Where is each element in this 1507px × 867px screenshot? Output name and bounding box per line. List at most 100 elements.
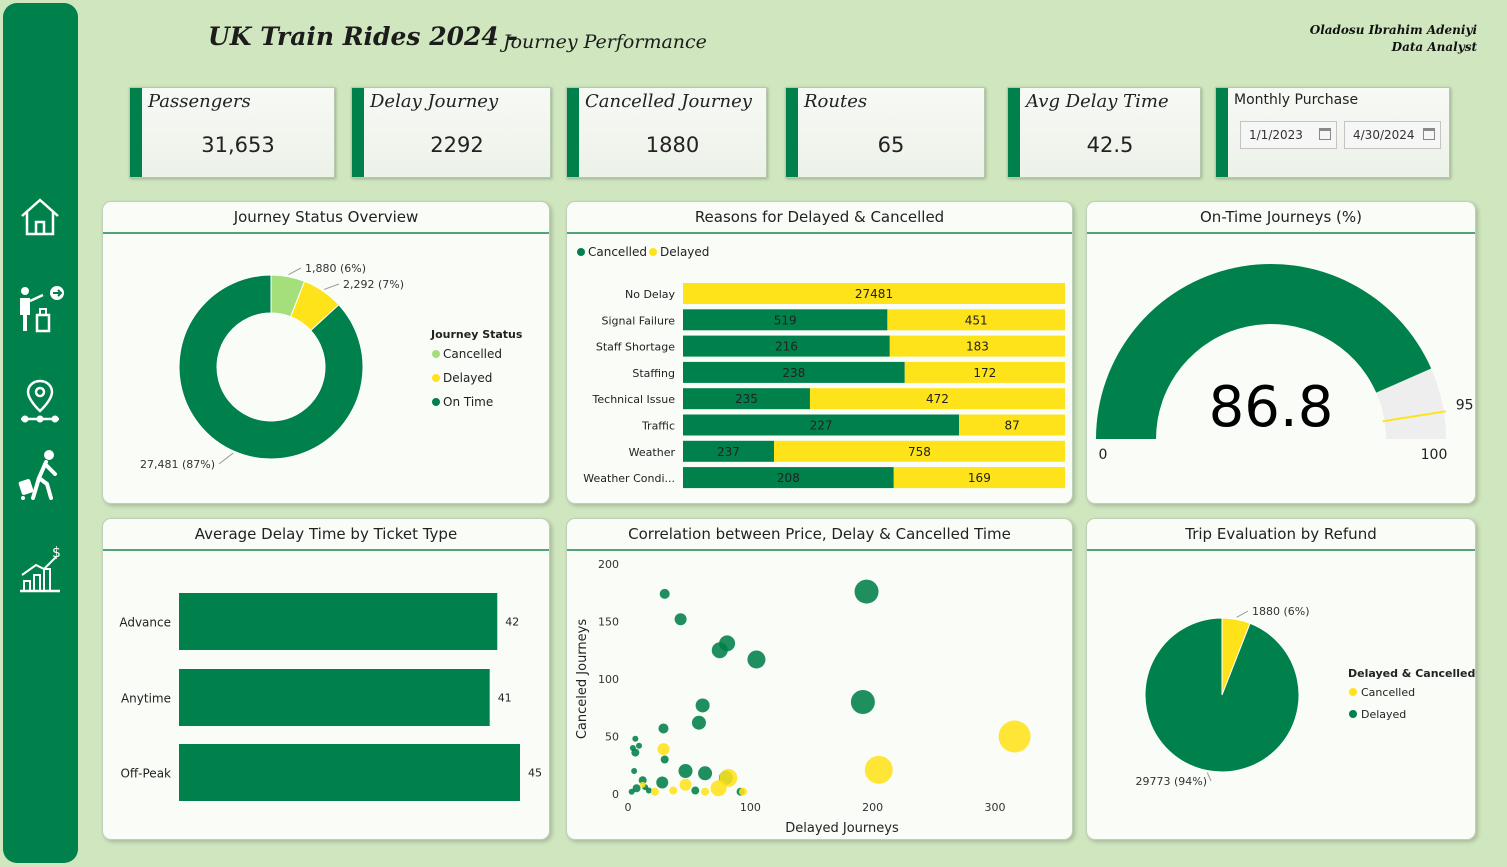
author-role: Data Analyst — [1391, 40, 1477, 54]
donut-leader-line — [323, 283, 340, 290]
x-tick-label: 300 — [985, 801, 1006, 814]
legend-marker — [1349, 688, 1357, 696]
bubble-point — [747, 650, 766, 669]
passenger-icon[interactable] — [13, 283, 67, 337]
legend-entry: Delayed — [1361, 708, 1406, 721]
bubble-point — [998, 720, 1031, 753]
category-label: Off-Peak — [120, 767, 171, 781]
category-label: No Delay — [625, 288, 675, 301]
panel-title: Average Delay Time by Ticket Type — [103, 519, 549, 551]
start-date-value: 1/1/2023 — [1249, 128, 1303, 142]
bubble-point — [864, 755, 893, 784]
end-date-picker[interactable]: 4/30/2024 — [1344, 121, 1441, 149]
data-label: 451 — [965, 313, 988, 327]
category-label: Weather Condi... — [583, 472, 675, 485]
legend-entry: On Time — [443, 395, 493, 409]
page-subtitle: Journey Performance — [503, 31, 707, 53]
home-icon[interactable] — [13, 190, 67, 244]
kpi-value: 31,653 — [201, 133, 275, 157]
panel-title: Correlation between Price, Delay & Cance… — [567, 519, 1072, 551]
calendar-icon[interactable] — [1319, 128, 1331, 140]
donut-data-label: 2,292 (7%) — [343, 278, 404, 291]
donut-data-label: 1,880 (6%) — [305, 262, 366, 275]
pie-data-label: 29773 (94%) — [1135, 775, 1207, 788]
category-label: Anytime — [121, 692, 171, 706]
bar-cancelled — [683, 467, 894, 489]
category-label: Weather — [629, 446, 676, 459]
kpi-accent-bar — [567, 88, 579, 177]
bar-delayed — [773, 440, 1065, 462]
bar-cancelled — [683, 335, 890, 357]
data-label: 42 — [505, 616, 519, 629]
data-label: 238 — [782, 366, 805, 380]
legend-entry: Delayed — [660, 245, 709, 259]
data-label: 87 — [1004, 419, 1019, 433]
bar-cancelled — [683, 388, 810, 410]
bubble-point — [658, 723, 669, 734]
bar-delayed — [889, 335, 1065, 357]
category-label: Signal Failure — [602, 314, 676, 327]
data-label: 208 — [777, 471, 800, 485]
data-label: 183 — [966, 340, 989, 354]
legend-entry: Cancelled — [588, 245, 647, 259]
bubble-point — [698, 766, 713, 781]
kpi-accent-bar — [1216, 88, 1228, 177]
bubble-point — [691, 786, 700, 795]
bubble-point — [738, 787, 747, 796]
pie-leader-line — [1206, 772, 1212, 782]
kpi-label: Passengers — [148, 91, 251, 112]
ontime-panel: On-Time Journeys (%) 95 86.8 0 100 — [1086, 201, 1476, 504]
journey-status-panel: Journey Status Overview 1,880 (6%) 2,292 … — [102, 201, 550, 504]
legend-entry: Cancelled — [1361, 686, 1415, 699]
legend-marker — [649, 248, 657, 256]
data-label: 169 — [968, 471, 991, 485]
bubble-point — [711, 642, 728, 659]
category-label: Staffing — [632, 367, 675, 380]
donut-data-label: 27,481 (87%) — [140, 458, 215, 471]
bar-delayed — [887, 309, 1065, 331]
legend-marker — [432, 398, 440, 406]
bar-advance — [179, 593, 498, 650]
finance-chart-icon[interactable]: $ — [13, 543, 67, 597]
gauge-max-label: 100 — [1421, 447, 1448, 463]
calendar-icon[interactable] — [1423, 128, 1435, 140]
panel-title: Trip Evaluation by Refund — [1087, 519, 1475, 551]
bubble-point — [657, 743, 670, 756]
bubble-point — [850, 690, 875, 714]
kpi-value: 65 — [877, 133, 905, 157]
page-title: UK Train Rides 2024 - — [208, 22, 518, 51]
bar-off-peak — [179, 744, 520, 801]
legend-marker — [1349, 710, 1357, 718]
monthly-purchase-card: Monthly Purchase 1/1/2023 4/30/2024 — [1215, 87, 1450, 178]
start-date-picker[interactable]: 1/1/2023 — [1240, 121, 1337, 149]
kpi-accent-bar — [130, 88, 142, 177]
kpi-value: 42.5 — [1086, 133, 1134, 157]
route-pin-icon[interactable] — [13, 375, 67, 429]
x-tick-label: 200 — [862, 801, 883, 814]
y-tick-label: 150 — [598, 616, 619, 629]
bubble-point — [656, 776, 669, 789]
y-tick-label: 200 — [598, 558, 619, 571]
category-label: Technical Issue — [592, 393, 676, 406]
donut-leader-line — [288, 267, 302, 276]
kpi-avg-delay-time: Avg Delay Time 42.5 — [1007, 87, 1201, 178]
kpi-accent-bar — [786, 88, 798, 177]
monthly-purchase-label: Monthly Purchase — [1234, 92, 1359, 108]
kpi-label: Cancelled Journey — [585, 91, 752, 112]
pie-slice-delayed — [1144, 617, 1300, 773]
legend-title: Journey Status — [430, 328, 523, 341]
traveler-icon[interactable] — [13, 448, 67, 502]
y-tick-label: 100 — [598, 673, 619, 686]
bubble-point — [631, 748, 640, 757]
x-tick-label: 100 — [740, 801, 761, 814]
sidebar: $ — [3, 3, 78, 863]
bubble-point — [674, 613, 687, 626]
category-label: Staff Shortage — [596, 341, 675, 354]
kpi-label: Avg Delay Time — [1026, 91, 1169, 112]
bubble-point — [628, 788, 635, 795]
kpi-passengers: Passengers 31,653 — [129, 87, 335, 178]
correlation-panel: Correlation between Price, Delay & Cance… — [566, 518, 1073, 840]
data-label: 172 — [973, 366, 996, 380]
kpi-value: 2292 — [430, 133, 484, 157]
pie-leader-line — [1236, 610, 1249, 618]
